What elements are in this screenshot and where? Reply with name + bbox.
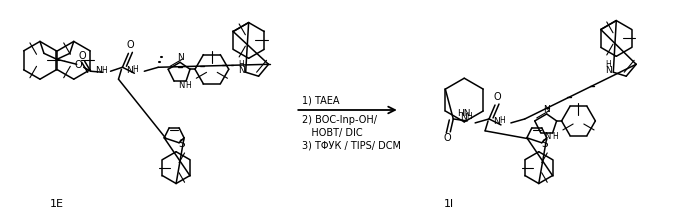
Text: 1l: 1l xyxy=(445,199,454,209)
Text: HN: HN xyxy=(457,109,471,118)
Text: H: H xyxy=(551,132,558,141)
Text: S: S xyxy=(179,139,186,149)
Text: O: O xyxy=(75,60,82,70)
Text: N: N xyxy=(95,66,102,75)
Text: N: N xyxy=(238,66,245,75)
Text: 2) BOC-Inp-OH/: 2) BOC-Inp-OH/ xyxy=(302,115,378,125)
Text: N: N xyxy=(493,118,499,126)
Text: S: S xyxy=(542,139,548,149)
Text: N: N xyxy=(126,66,133,75)
Text: H: H xyxy=(466,112,472,121)
Text: H: H xyxy=(185,81,191,90)
Text: 1) TAEA: 1) TAEA xyxy=(302,95,340,105)
Text: 3) ТΦУК / TIPS/ DCM: 3) ТΦУК / TIPS/ DCM xyxy=(302,141,401,151)
Text: H: H xyxy=(499,116,505,125)
Text: N: N xyxy=(460,113,466,123)
Text: N: N xyxy=(543,104,550,114)
Text: H: H xyxy=(133,65,138,74)
Text: 1E: 1E xyxy=(50,199,64,209)
Text: HOBT/ DIC: HOBT/ DIC xyxy=(302,128,363,138)
Text: N: N xyxy=(606,66,612,75)
Text: N: N xyxy=(544,132,551,141)
Text: H: H xyxy=(102,66,107,75)
Text: H: H xyxy=(238,60,244,69)
Text: O: O xyxy=(443,133,451,143)
Text: H: H xyxy=(606,60,611,69)
Text: O: O xyxy=(493,92,500,102)
Text: N: N xyxy=(177,53,184,62)
Text: O: O xyxy=(126,40,134,50)
Text: N: N xyxy=(178,81,184,90)
Text: O: O xyxy=(79,51,87,61)
